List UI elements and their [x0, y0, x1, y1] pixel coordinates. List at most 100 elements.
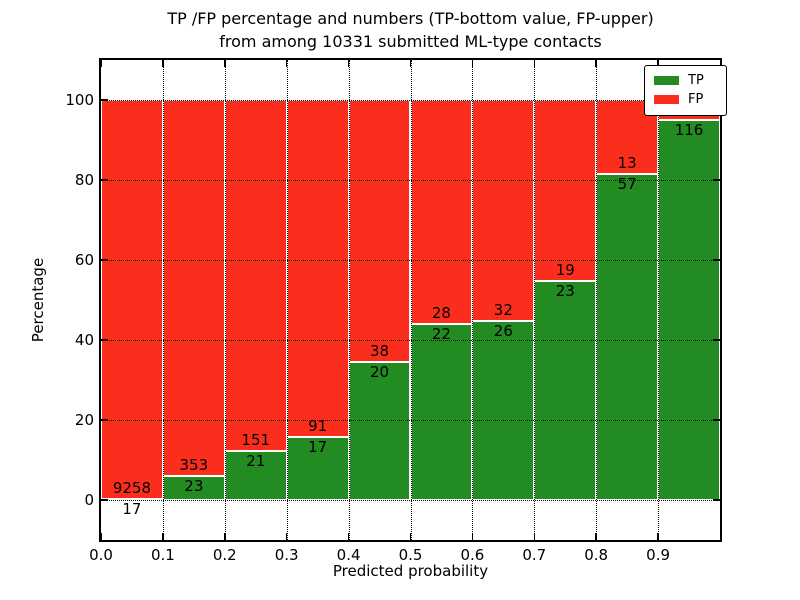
x-tick-mark-bottom [100, 533, 102, 540]
legend-row-fp: FP [654, 90, 726, 109]
fp-bar-segment [224, 100, 287, 452]
y-tick-mark-left [101, 99, 108, 101]
y-tick-mark-right [713, 259, 720, 261]
gridline-vertical [534, 60, 536, 540]
x-tick-label: 0.3 [274, 546, 299, 564]
y-tick-label: 40 [74, 331, 94, 349]
x-tick-mark-bottom [162, 533, 164, 540]
legend: TP FP [644, 65, 727, 116]
gridline-vertical [596, 60, 598, 540]
fp-bar-segment [534, 100, 597, 281]
x-tick-mark-bottom [533, 533, 536, 540]
fp-bar-segment [348, 100, 411, 362]
tp-bar-segment [410, 324, 473, 500]
y-tick-label: 0 [84, 491, 94, 509]
y-tick-mark-left [101, 419, 108, 421]
x-tick-label: 0.4 [336, 546, 361, 564]
x-tick-label: 0.9 [646, 546, 671, 564]
tp-count-label: 57 [617, 175, 637, 194]
plot-area: 9258 17 353 23 151 21 91 17 38 20 28 22 32 26 19 23 13 57… [99, 58, 727, 542]
gridline-vertical [286, 60, 288, 540]
x-tick-mark-bottom [224, 533, 226, 540]
tp-count-label: 23 [184, 476, 204, 495]
x-tick-label: 0.1 [150, 546, 175, 564]
legend-row-tp: TP [654, 71, 726, 90]
x-tick-label: 0.6 [460, 546, 485, 564]
fp-count-label: 13 [617, 154, 637, 173]
fp-count-label: 151 [241, 431, 271, 450]
fp-bar-segment [101, 100, 163, 500]
fp-count-label: 38 [369, 342, 390, 360]
y-tick-label: 60 [74, 251, 94, 269]
x-tick-label: 0.2 [212, 546, 237, 564]
chart-title-line2: from among 10331 submitted ML-type conta… [219, 32, 602, 51]
legend-swatch-fp [654, 95, 679, 104]
legend-label-tp: TP [688, 73, 704, 88]
fp-count-label: 19 [555, 260, 575, 279]
gridline-vertical [658, 60, 660, 540]
x-tick-mark-bottom [285, 533, 288, 540]
chart-title-line1: TP /FP percentage and numbers (TP-bottom… [167, 9, 654, 28]
y-tick-mark-right [713, 179, 720, 181]
gridline-vertical [348, 60, 350, 540]
legend-label-fp: FP [688, 92, 704, 107]
tp-bar-segment [162, 475, 225, 500]
gridline-vertical [410, 60, 412, 540]
x-tick-mark-top [471, 60, 474, 67]
y-tick-mark-left [101, 179, 108, 181]
y-tick-mark-left [101, 259, 108, 261]
tp-count-label: 22 [431, 325, 451, 343]
fp-count-label: 32 [493, 300, 513, 319]
x-tick-mark-bottom [471, 533, 474, 540]
x-tick-mark-bottom [409, 533, 412, 540]
y-axis-label: Percentage [29, 257, 47, 343]
y-tick-mark-left [101, 339, 108, 341]
x-tick-mark-bottom [347, 533, 350, 540]
gridline-vertical [472, 60, 474, 540]
y-tick-label: 100 [65, 91, 94, 109]
tp-bar-segment [658, 119, 720, 500]
tp-count-label: 17 [122, 500, 142, 519]
tp-bar-segment [224, 451, 287, 500]
fp-count-label: 28 [431, 304, 451, 322]
y-tick-mark-left [101, 499, 108, 501]
chart-title-block: TP /FP percentage and numbers (TP-bottom… [101, 7, 720, 53]
x-tick-mark-top [162, 60, 164, 67]
tp-count-label: 26 [493, 321, 513, 340]
x-tick-label: 0.8 [584, 546, 609, 564]
x-tick-mark-top [595, 60, 597, 67]
fp-count-label: 9258 [112, 479, 152, 498]
fp-count-label: 91 [308, 417, 328, 436]
x-tick-label: 0.0 [89, 546, 113, 564]
x-axis-label: Predicted probability [332, 562, 489, 580]
tp-bar-segment [286, 437, 349, 500]
tp-count-label: 116 [674, 120, 704, 139]
x-tick-mark-top [347, 60, 350, 67]
tp-count-label: 23 [555, 281, 575, 300]
x-tick-mark-bottom [657, 533, 659, 540]
x-tick-label: 0.5 [398, 546, 423, 564]
fp-bar-segment [472, 100, 535, 321]
fp-bar-segment [162, 100, 225, 476]
tp-bar-segment [596, 174, 659, 500]
gridline-vertical [224, 60, 226, 540]
x-tick-mark-top [533, 60, 536, 67]
x-tick-mark-top [224, 60, 226, 67]
fp-bar-segment [286, 100, 349, 438]
x-tick-mark-top [657, 60, 659, 67]
tp-bar-segment [472, 320, 535, 500]
tp-bar-segment [348, 362, 411, 500]
legend-swatch-tp [654, 76, 679, 85]
y-tick-label: 20 [74, 411, 94, 429]
fp-bar-segment [410, 100, 473, 324]
y-tick-mark-right [713, 499, 720, 501]
fp-count-label: 353 [179, 455, 209, 474]
tp-count-label: 20 [369, 363, 390, 381]
tp-bar-segment [534, 280, 597, 500]
y-tick-label: 80 [74, 171, 94, 189]
x-tick-mark-top [100, 60, 102, 67]
tp-count-label: 21 [246, 452, 266, 471]
y-tick-mark-right [713, 419, 720, 421]
gridline-vertical [162, 60, 164, 540]
